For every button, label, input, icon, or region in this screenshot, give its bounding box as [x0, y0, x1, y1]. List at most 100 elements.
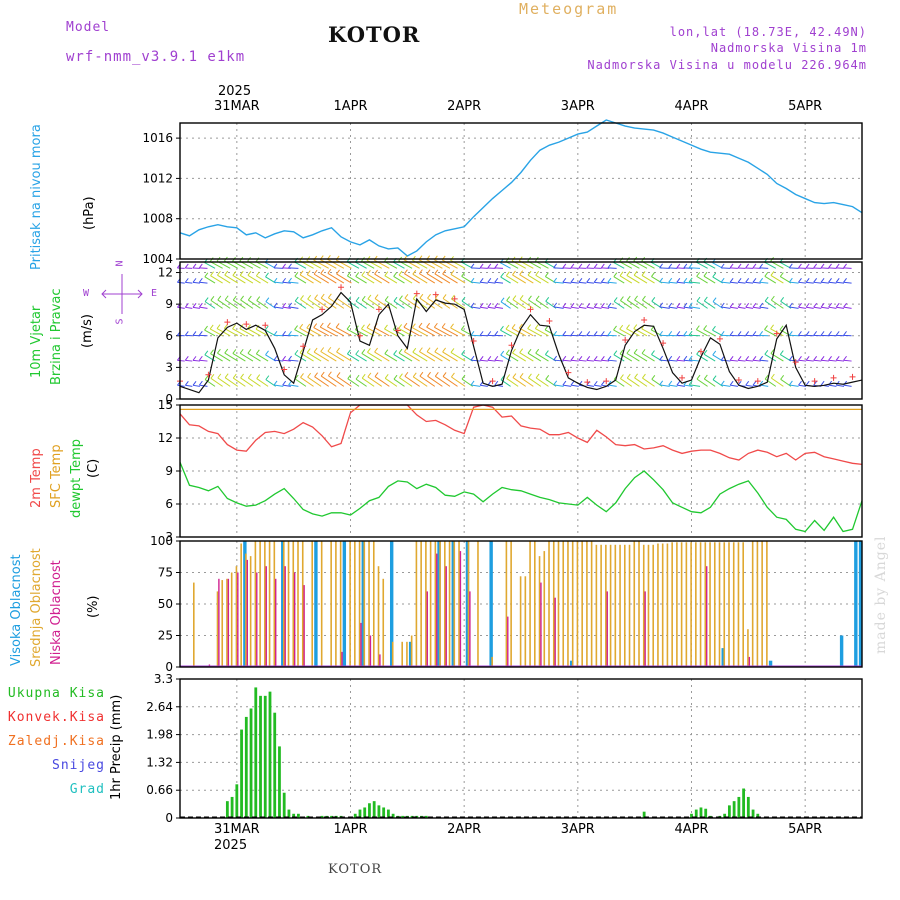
wind-barb-flag — [696, 272, 701, 277]
wind-barb-flag — [703, 271, 708, 277]
wind-barb-flag — [619, 324, 624, 330]
precip-bar — [263, 695, 267, 818]
wind-barb-flag — [418, 269, 423, 274]
wind-barb — [355, 275, 367, 284]
wind-barb — [703, 329, 716, 337]
gust-marker — [546, 318, 553, 325]
wind-barb-flag — [361, 324, 365, 330]
wind-barb — [288, 359, 299, 362]
mid-cloud-bar — [614, 544, 617, 667]
wind-barb — [185, 384, 193, 387]
wind-barb-flag — [210, 349, 214, 354]
wind-barb-flag — [683, 355, 688, 361]
wind-barb-flag — [600, 277, 605, 283]
wind-barb-flag — [737, 356, 742, 361]
wind-barb-flag — [696, 350, 701, 355]
high-cloud-bar — [839, 635, 844, 667]
wind-barb — [393, 378, 405, 387]
wind-barb — [450, 351, 466, 362]
mid-cloud-bar — [282, 541, 285, 667]
wind-barb-flag — [770, 295, 775, 301]
wind-barb-flag — [232, 373, 237, 379]
precip-bar — [363, 807, 367, 818]
wind-barb — [676, 281, 685, 284]
wind-barb-flag — [299, 348, 304, 354]
wind-barb — [586, 281, 594, 284]
wind-barb — [813, 359, 822, 362]
wind-barb — [780, 300, 792, 309]
wind-barb-flag — [366, 323, 371, 329]
wind-barb — [519, 298, 534, 309]
wind-barb — [527, 274, 542, 284]
gust-marker — [394, 327, 401, 334]
wind-barb-flag — [306, 323, 311, 329]
wind-barb-flag — [470, 355, 475, 361]
wind-barb-flag — [820, 331, 825, 336]
y-tick-label: 6 — [165, 329, 173, 343]
wind-barb-flag — [306, 270, 311, 275]
wind-barb-flag — [759, 355, 764, 361]
wind-barb-flag — [813, 355, 818, 361]
mid-cloud-bar — [297, 541, 299, 667]
wind-barb-flag — [759, 302, 764, 308]
mid-cloud-bar — [273, 541, 276, 667]
mid-cloud-bar — [695, 542, 697, 667]
gust-marker — [300, 343, 307, 350]
wind-barb-flag — [586, 331, 591, 336]
wind-barb-flag — [696, 296, 701, 302]
wind-barb-flag — [217, 270, 221, 276]
wind-barb-flag — [593, 278, 598, 283]
wind-barb-flag — [265, 297, 270, 302]
wind-barb-flag — [479, 302, 484, 308]
mid-cloud-bar — [671, 542, 673, 667]
mid-cloud-bar — [766, 541, 768, 667]
wind-barb — [247, 328, 261, 337]
meteogram-label: Meteogram — [519, 0, 619, 18]
wind-barb — [828, 359, 837, 362]
wind-barb — [288, 306, 299, 309]
wind-barb-flag — [745, 263, 750, 269]
bottom-date-label: 2APR — [447, 822, 482, 837]
wind-barb-flag — [367, 372, 372, 378]
wind-barb-flag — [764, 272, 769, 277]
wind-barb-flag — [347, 349, 351, 355]
wind-barb-flag — [412, 269, 417, 275]
precip-bar — [732, 801, 736, 818]
precip-bar — [424, 815, 428, 818]
wind-barb-flag — [578, 302, 583, 308]
wind-barb-flag — [828, 277, 832, 283]
wind-barb-flag — [820, 302, 825, 308]
wind-barb-flag — [300, 373, 304, 378]
wind-barb-flag — [313, 269, 318, 275]
wind-barb-flag — [633, 324, 638, 329]
high-cloud-bar — [342, 541, 347, 667]
wind-barb — [217, 274, 231, 284]
wind-barb-flag — [403, 322, 408, 328]
wind-barb-flag — [294, 296, 299, 302]
wind-barb-flag — [641, 271, 646, 276]
wind-barb-flag — [570, 263, 575, 269]
wind-barb-flag — [505, 349, 510, 355]
top-date-label: 1APR — [333, 99, 368, 114]
mid-cloud-bar — [595, 544, 598, 667]
mid-cloud-bar — [751, 541, 754, 667]
wind-barb-flag — [519, 295, 524, 300]
wind-barb — [721, 384, 731, 387]
wind-barb — [806, 306, 814, 309]
wind-barb — [519, 274, 534, 284]
wind-barb-flag — [393, 296, 398, 302]
wind-barb-flag — [642, 295, 646, 301]
wind-barb — [273, 306, 284, 309]
wind-barb — [239, 274, 254, 284]
wind-barb-flag — [720, 263, 725, 269]
wind-barb — [306, 274, 322, 284]
wind-barb-flag — [217, 295, 222, 301]
mid-cloud-bar — [292, 541, 295, 667]
wind-barb-flag — [500, 350, 505, 356]
wind-barb — [177, 384, 185, 387]
wind-barb-flag — [770, 324, 774, 330]
wind-barb-flag — [651, 374, 656, 380]
wind-barb-flag — [506, 374, 511, 379]
wind-barb-flag — [487, 355, 492, 361]
wind-barb — [738, 281, 746, 284]
